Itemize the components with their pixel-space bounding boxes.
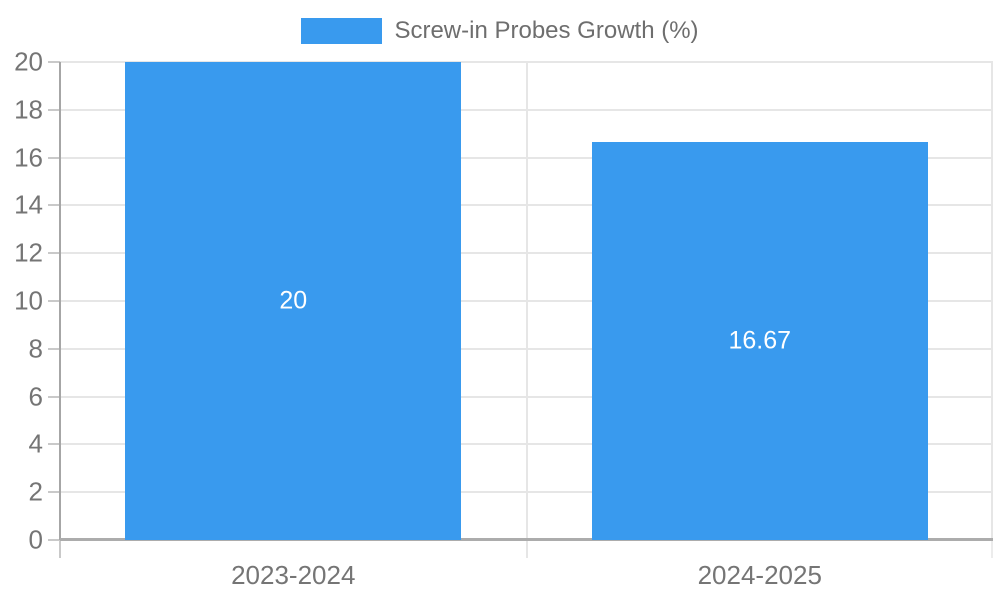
x-axis-line (60, 538, 993, 541)
y-axis-label: 18 (14, 94, 43, 125)
y-axis-label: 20 (14, 46, 43, 77)
category-separator-tick (525, 540, 528, 558)
bar (591, 141, 928, 540)
y-axis-label: 8 (28, 333, 43, 364)
y-axis-label: 4 (28, 428, 43, 459)
y-axis-tick (48, 347, 60, 350)
y-axis-tick (48, 491, 60, 494)
y-axis-tick (48, 156, 60, 159)
y-axis-label: 16 (14, 142, 43, 173)
y-axis-tick (48, 395, 60, 398)
bar (125, 62, 462, 540)
y-axis-label: 10 (14, 285, 43, 316)
legend-swatch (301, 18, 383, 44)
y-axis-tick (48, 539, 60, 541)
bar-value-label: 20 (279, 286, 308, 315)
y-axis-tick (48, 204, 60, 207)
y-axis-label: 14 (14, 189, 43, 220)
bar-value-label: 16.67 (728, 326, 792, 355)
x-axis-label: 2024-2025 (697, 560, 822, 590)
y-axis-tick (48, 300, 60, 302)
y-axis-line (59, 62, 61, 540)
category-separator-line (525, 62, 528, 540)
y-axis-label: 0 (28, 524, 43, 555)
legend: Screw-in Probes Growth (%) (0, 18, 1000, 44)
y-axis-tick (48, 61, 60, 63)
plot-area: 0 2 4 6 8 10 12 14 16 18 20 20 2023-2024 16.67 2024-20… (14, 47, 993, 590)
y-axis-label: 6 (28, 381, 43, 412)
x-axis-label: 2023-2024 (231, 560, 356, 590)
plot-right-edge-line (991, 62, 993, 540)
legend-label: Screw-in Probes Growth (%) (394, 17, 699, 44)
y-axis-tick (48, 443, 60, 446)
right-edge-bottom-tick (991, 540, 993, 558)
y-axis-label: 12 (14, 237, 43, 268)
y-axis-tick (48, 252, 60, 255)
y-axis-bottom-tick (59, 540, 61, 558)
y-axis-label: 2 (28, 476, 43, 507)
y-axis-tick (48, 108, 60, 111)
